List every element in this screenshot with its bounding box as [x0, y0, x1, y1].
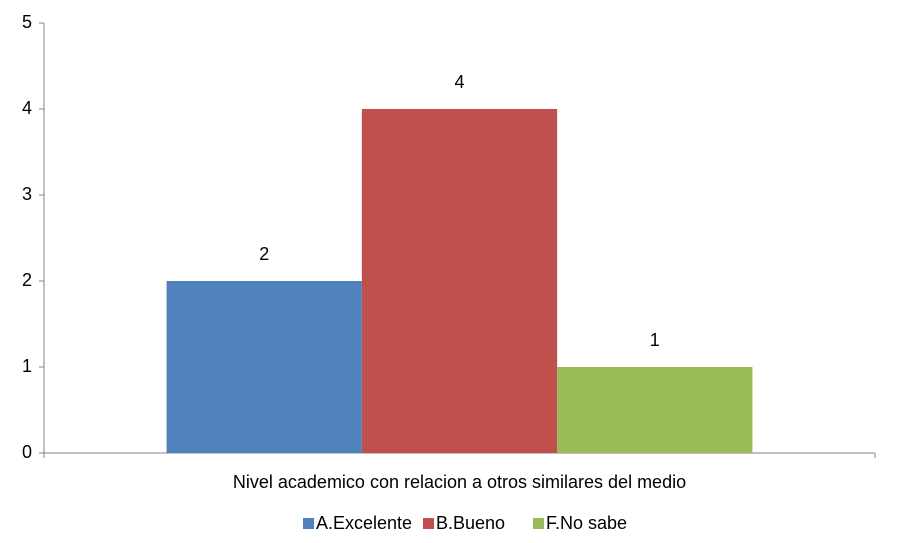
- legend-swatch: [303, 518, 314, 529]
- bar: [361, 109, 558, 453]
- data-label: 2: [259, 244, 269, 264]
- y-tick-label: 0: [22, 442, 32, 462]
- bar: [557, 367, 753, 453]
- y-tick-label: 1: [22, 356, 32, 376]
- y-tick-label: 5: [22, 12, 32, 32]
- y-tick-label: 3: [22, 184, 32, 204]
- legend-swatch: [533, 518, 544, 529]
- y-tick-label: 4: [22, 98, 32, 118]
- data-label: 4: [454, 72, 464, 92]
- data-label: 1: [650, 330, 660, 350]
- bar: [166, 281, 362, 453]
- legend-label: F.No sabe: [546, 513, 627, 533]
- legend-label: B.Bueno: [436, 513, 505, 533]
- x-tick-label: Nivel academico con relacion a otros sim…: [233, 472, 686, 492]
- legend-label: A.Excelente: [316, 513, 412, 533]
- y-tick-label: 2: [22, 270, 32, 290]
- legend-swatch: [423, 518, 434, 529]
